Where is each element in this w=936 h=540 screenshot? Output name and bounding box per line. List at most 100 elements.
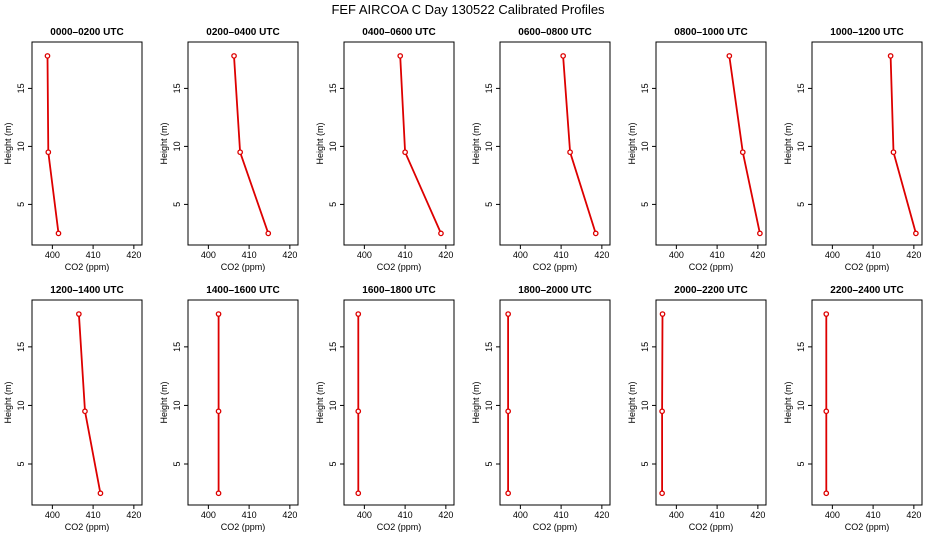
x-tick-label: 420 [438, 250, 453, 260]
data-point [505, 490, 511, 497]
y-tick-label: 5 [16, 461, 26, 466]
y-tick-label: 15 [796, 83, 806, 93]
plot-frame [655, 41, 767, 246]
y-axis-label: Height (m) [471, 381, 481, 423]
y-tick-label: 15 [640, 342, 650, 352]
y-axis-label: Height (m) [783, 381, 793, 423]
data-point [82, 408, 88, 415]
panel-8: 1400–1600 UTC 400 410 420 CO2 (ppm) 5 10 15 Heig… [159, 285, 299, 532]
panel-title: 0000–0200 UTC [50, 27, 123, 38]
plot-frame [499, 41, 611, 246]
data-point [215, 408, 222, 415]
x-tick-label: 410 [866, 510, 881, 520]
series-line [46, 55, 60, 234]
plot-frame [187, 299, 299, 506]
x-axis-label: CO2 (ppm) [533, 522, 578, 532]
panel-title: 1000–1200 UTC [830, 27, 903, 38]
x-tick-label: 410 [398, 250, 413, 260]
data-point [757, 230, 763, 237]
y-tick-label: 5 [640, 461, 650, 466]
x-axis-label: CO2 (ppm) [845, 522, 890, 532]
y-tick-label: 10 [640, 141, 650, 151]
x-tick-label: 410 [554, 510, 569, 520]
plot-frame [343, 299, 455, 506]
x-tick-label: 400 [825, 510, 840, 520]
panel-10: 1800–2000 UTC 400 410 420 CO2 (ppm) 5 10 15 Heig… [471, 285, 611, 532]
panel-title: 2000–2200 UTC [674, 285, 747, 296]
data-point [739, 149, 746, 156]
data-point [659, 311, 666, 317]
x-axis-label: CO2 (ppm) [689, 522, 734, 532]
y-tick-label: 10 [640, 400, 650, 410]
data-point [55, 230, 62, 237]
x-tick-label: 420 [126, 250, 141, 260]
y-tick-label: 5 [172, 461, 182, 466]
y-tick-label: 5 [640, 202, 650, 207]
x-tick-label: 420 [750, 510, 765, 520]
panel-title: 0600–0800 UTC [518, 27, 591, 38]
data-point [397, 53, 404, 59]
y-axis-label: Height (m) [3, 381, 13, 423]
data-point [505, 408, 511, 415]
y-axis-label: Height (m) [159, 381, 169, 423]
x-tick-label: 410 [242, 250, 257, 260]
x-tick-label: 410 [554, 250, 569, 260]
x-axis-label: CO2 (ppm) [845, 262, 890, 272]
y-tick-label: 5 [796, 202, 806, 207]
x-tick-label: 400 [513, 250, 528, 260]
x-axis-label: CO2 (ppm) [533, 262, 578, 272]
data-point [215, 311, 222, 317]
plot-frame [655, 299, 767, 506]
x-tick-label: 400 [669, 510, 684, 520]
data-point [592, 230, 599, 237]
data-point [355, 408, 362, 415]
data-point [887, 53, 894, 59]
x-axis-label: CO2 (ppm) [377, 262, 422, 272]
series-line [399, 55, 442, 234]
data-point [402, 149, 408, 156]
y-tick-label: 10 [16, 141, 26, 151]
x-tick-label: 410 [398, 510, 413, 520]
x-axis-label: CO2 (ppm) [689, 262, 734, 272]
y-tick-label: 10 [328, 400, 338, 410]
y-axis-label: Height (m) [159, 122, 169, 164]
y-axis-label: Height (m) [315, 122, 325, 164]
x-tick-label: 410 [866, 250, 881, 260]
data-point [76, 311, 82, 317]
x-tick-label: 420 [438, 510, 453, 520]
y-tick-label: 10 [172, 141, 182, 151]
x-tick-label: 400 [357, 250, 372, 260]
y-tick-label: 15 [328, 83, 338, 93]
data-point [726, 53, 733, 59]
data-point [355, 490, 362, 497]
series-line [78, 314, 102, 494]
data-point [659, 408, 665, 415]
panel-12: 2200–2400 UTC 400 410 420 CO2 (ppm) 5 10 15 Heig… [783, 285, 923, 532]
y-tick-label: 15 [484, 83, 494, 93]
y-tick-label: 5 [16, 202, 26, 207]
data-point [97, 490, 104, 497]
data-point [44, 53, 51, 59]
y-tick-label: 10 [328, 141, 338, 151]
series-line [889, 55, 917, 234]
x-tick-label: 400 [45, 510, 60, 520]
x-tick-label: 400 [669, 250, 684, 260]
panel-4: 0600–0800 UTC 400 410 420 CO2 (ppm) 5 10 15 Heig… [471, 27, 611, 272]
series-line [233, 55, 270, 234]
y-tick-label: 10 [796, 141, 806, 151]
y-axis-label: Height (m) [315, 381, 325, 423]
y-tick-label: 15 [172, 342, 182, 352]
data-point [505, 311, 511, 317]
plot-frame [31, 299, 143, 506]
panel-6: 1000–1200 UTC 400 410 420 CO2 (ppm) 5 10 15 Heig… [783, 27, 923, 272]
panel-title: 1200–1400 UTC [50, 285, 123, 296]
y-axis-label: Height (m) [3, 122, 13, 164]
x-axis-label: CO2 (ppm) [221, 262, 266, 272]
x-tick-label: 410 [710, 250, 725, 260]
plot-frame [811, 299, 923, 506]
y-tick-label: 10 [796, 400, 806, 410]
panel-2: 0200–0400 UTC 400 410 420 CO2 (ppm) 5 10 15 Heig… [159, 27, 299, 272]
y-tick-label: 10 [484, 141, 494, 151]
data-point [823, 408, 830, 415]
